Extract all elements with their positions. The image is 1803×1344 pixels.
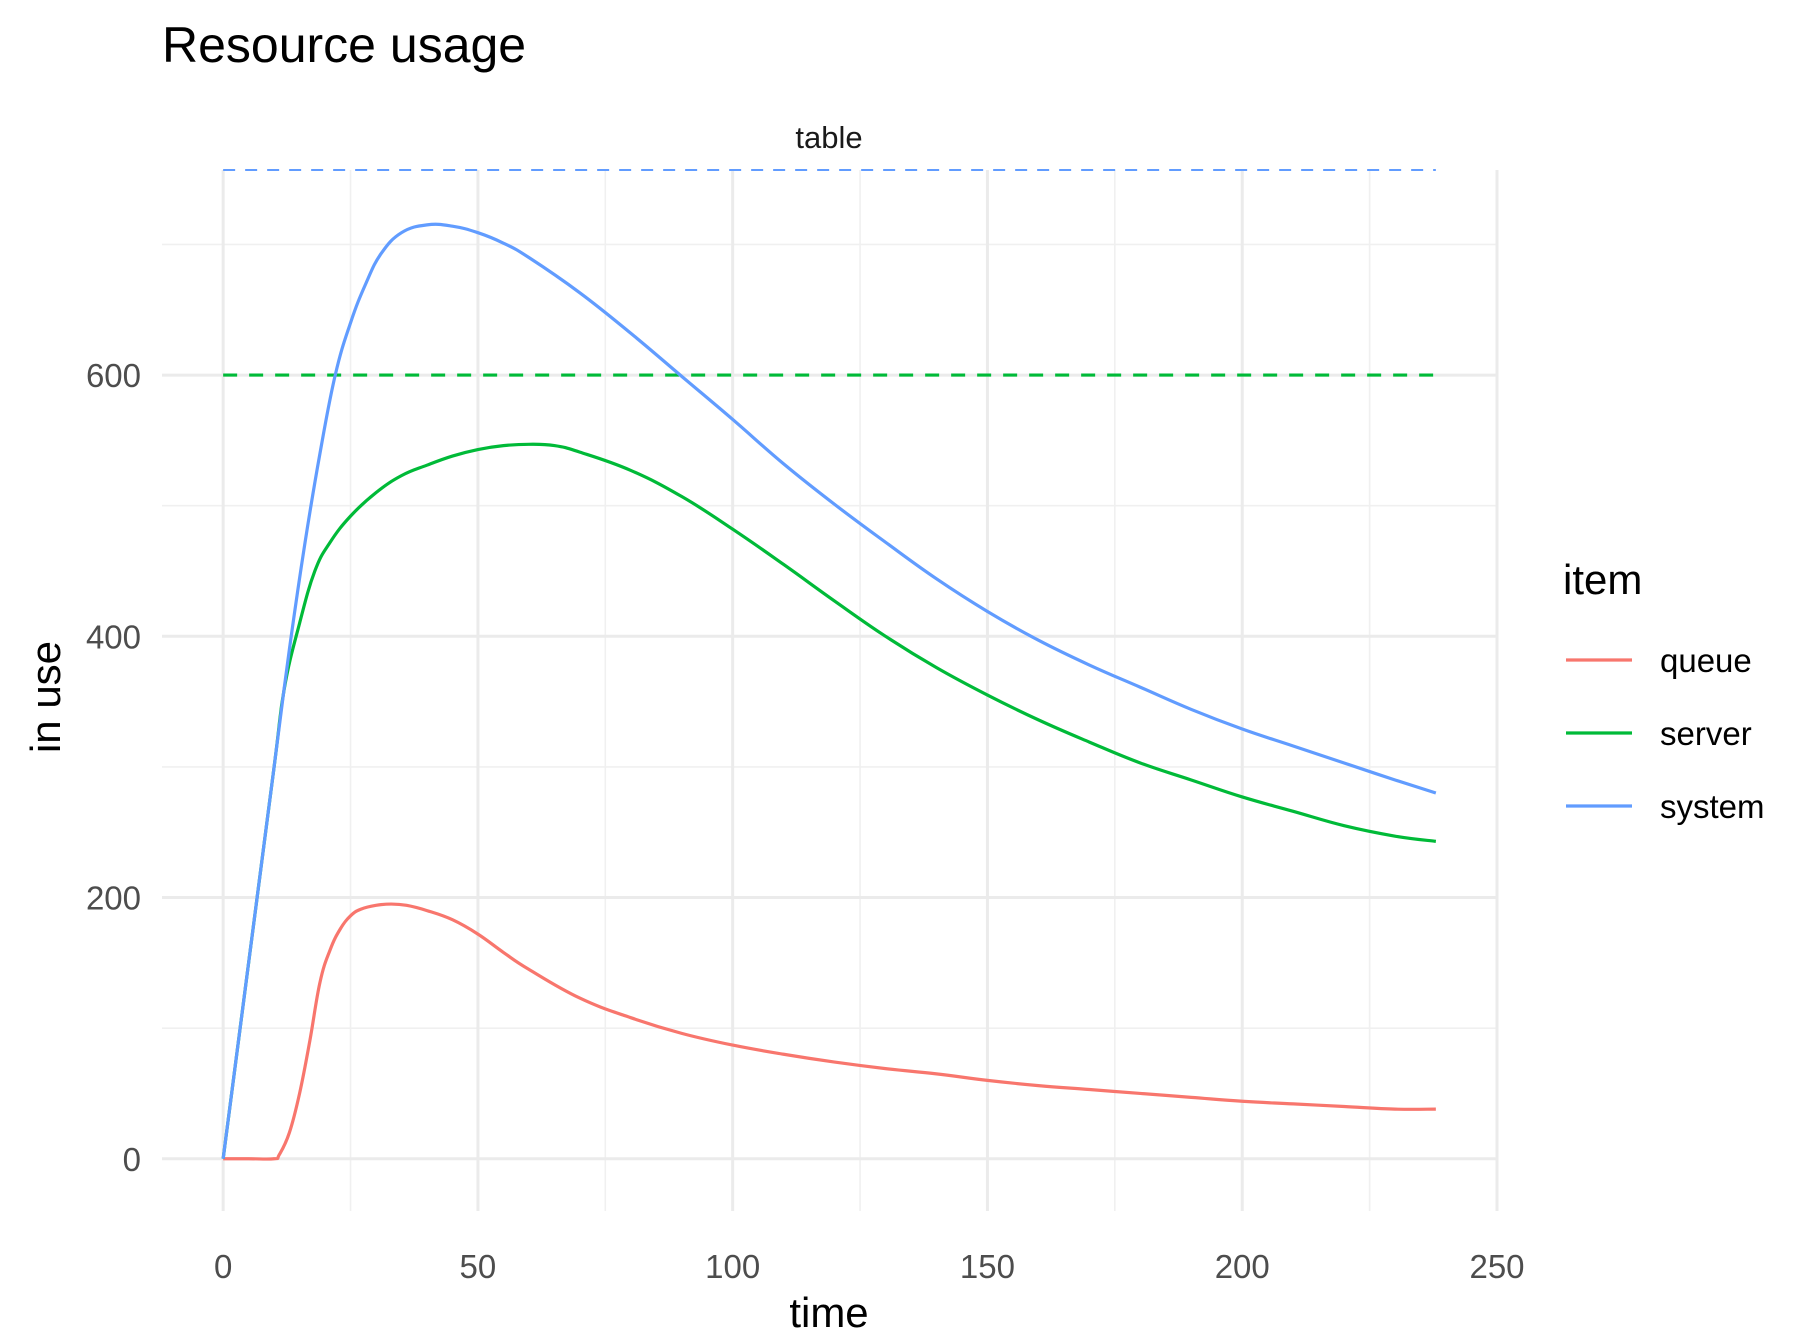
x-axis-title: time <box>789 1289 868 1336</box>
x-tick-label: 100 <box>705 1248 760 1285</box>
legend: item queue server system <box>1563 556 1765 825</box>
legend-items: queue server system <box>1566 642 1765 825</box>
legend-label-server: server <box>1660 715 1752 752</box>
x-axis-ticks: 0 50 100 150 200 250 <box>214 1248 1525 1285</box>
x-tick-label: 150 <box>960 1248 1015 1285</box>
series-lines <box>221 222 1437 1161</box>
reference-lines <box>223 169 1436 377</box>
y-tick-label: 400 <box>86 618 141 655</box>
chart-title: Resource usage <box>162 17 526 73</box>
y-tick-label: 600 <box>86 357 141 394</box>
y-axis-title: in use <box>22 641 69 753</box>
facet-strip-label: table <box>795 120 862 155</box>
x-tick-label: 0 <box>214 1248 232 1285</box>
minor-gridlines <box>162 170 1497 1211</box>
x-tick-label: 50 <box>460 1248 497 1285</box>
y-axis-ticks: 0 200 400 600 <box>86 357 141 1178</box>
legend-label-queue: queue <box>1660 642 1752 679</box>
major-gridlines <box>162 170 1499 1211</box>
legend-label-system: system <box>1660 788 1765 825</box>
series-line-queue <box>223 902 1436 1161</box>
series-line-system <box>221 222 1437 1159</box>
y-tick-label: 0 <box>123 1141 141 1178</box>
y-tick-label: 200 <box>86 880 141 917</box>
x-tick-label: 250 <box>1469 1248 1524 1285</box>
x-tick-label: 200 <box>1215 1248 1270 1285</box>
series-line-server <box>221 442 1437 1159</box>
legend-title: item <box>1563 556 1642 603</box>
